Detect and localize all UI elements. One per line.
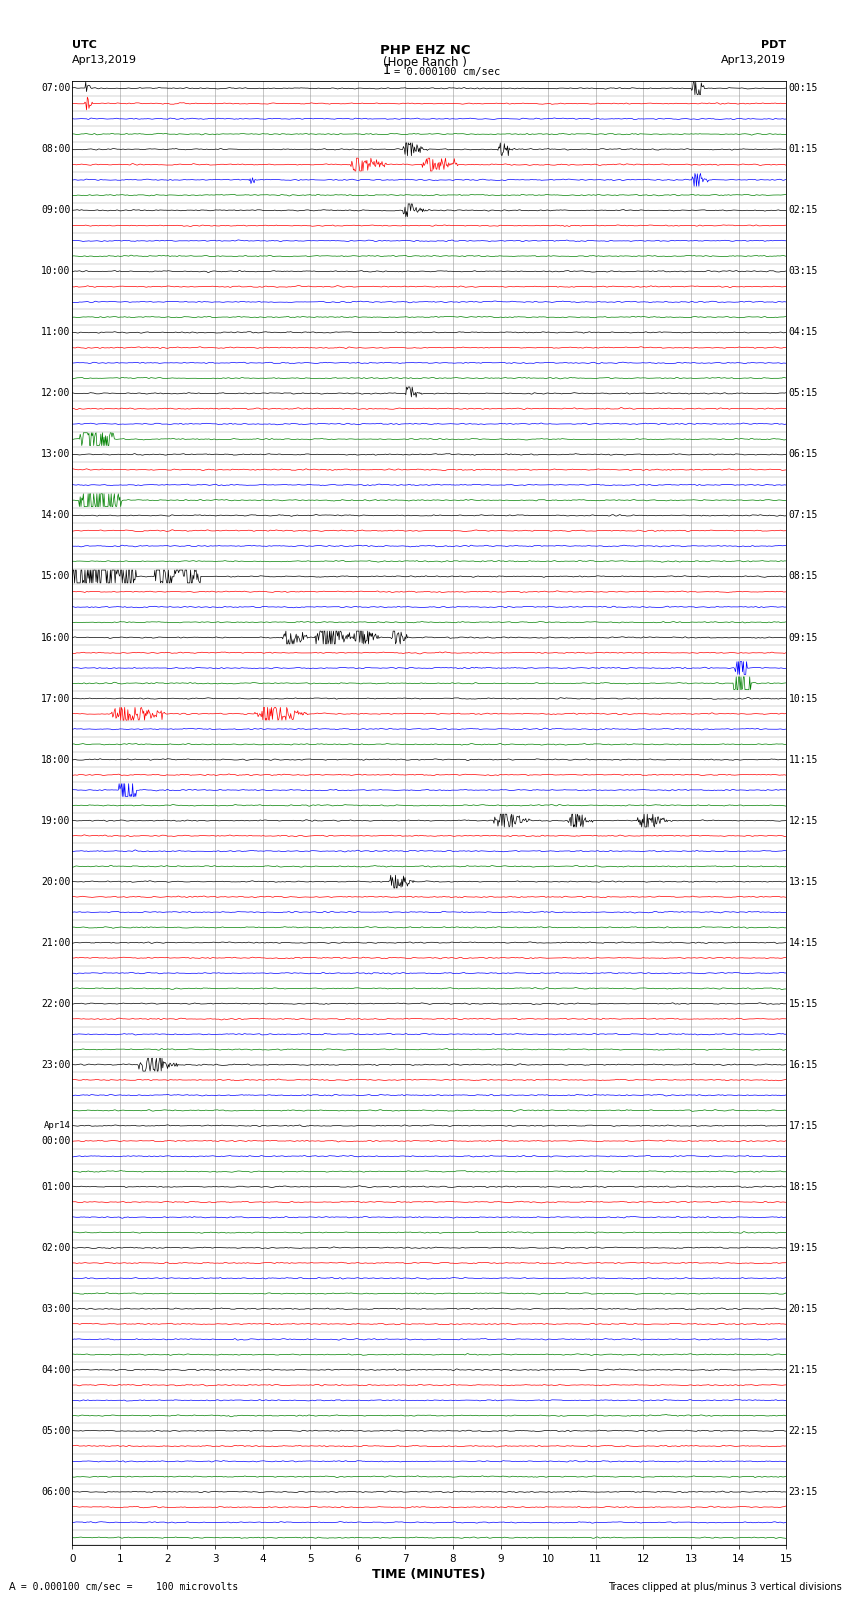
Text: 14:15: 14:15 — [789, 937, 819, 947]
Text: 08:00: 08:00 — [41, 144, 71, 155]
Text: 18:00: 18:00 — [41, 755, 71, 765]
Text: 00:15: 00:15 — [789, 84, 819, 94]
Text: 11:15: 11:15 — [789, 755, 819, 765]
Text: Apr13,2019: Apr13,2019 — [722, 55, 786, 65]
Text: 08:15: 08:15 — [789, 571, 819, 581]
Text: 03:15: 03:15 — [789, 266, 819, 276]
Text: 05:15: 05:15 — [789, 389, 819, 398]
Text: Apr13,2019: Apr13,2019 — [72, 55, 137, 65]
Text: 07:00: 07:00 — [41, 84, 71, 94]
Text: 05:00: 05:00 — [41, 1426, 71, 1436]
Text: 16:15: 16:15 — [789, 1060, 819, 1069]
Text: 09:15: 09:15 — [789, 632, 819, 642]
Text: 07:15: 07:15 — [789, 510, 819, 521]
Text: = 0.000100 cm/sec =    100 microvolts: = 0.000100 cm/sec = 100 microvolts — [15, 1582, 239, 1592]
Text: 06:15: 06:15 — [789, 450, 819, 460]
X-axis label: TIME (MINUTES): TIME (MINUTES) — [372, 1568, 486, 1581]
Text: 04:00: 04:00 — [41, 1365, 71, 1374]
Text: 19:00: 19:00 — [41, 816, 71, 826]
Text: A: A — [8, 1582, 15, 1592]
Text: PDT: PDT — [761, 40, 786, 50]
Text: 15:15: 15:15 — [789, 998, 819, 1008]
Text: (Hope Ranch ): (Hope Ranch ) — [383, 55, 467, 69]
Text: 15:00: 15:00 — [41, 571, 71, 581]
Text: Traces clipped at plus/minus 3 vertical divisions: Traces clipped at plus/minus 3 vertical … — [608, 1582, 842, 1592]
Text: 10:15: 10:15 — [789, 694, 819, 703]
Text: 19:15: 19:15 — [789, 1242, 819, 1253]
Text: 12:15: 12:15 — [789, 816, 819, 826]
Text: PHP EHZ NC: PHP EHZ NC — [380, 44, 470, 58]
Text: 13:15: 13:15 — [789, 876, 819, 887]
Text: 09:00: 09:00 — [41, 205, 71, 215]
Text: UTC: UTC — [72, 40, 97, 50]
Text: 18:15: 18:15 — [789, 1182, 819, 1192]
Text: 14:00: 14:00 — [41, 510, 71, 521]
Text: 21:00: 21:00 — [41, 937, 71, 947]
Text: 02:00: 02:00 — [41, 1242, 71, 1253]
Text: 03:00: 03:00 — [41, 1303, 71, 1313]
Text: 20:00: 20:00 — [41, 876, 71, 887]
Text: 22:00: 22:00 — [41, 998, 71, 1008]
Text: 02:15: 02:15 — [789, 205, 819, 215]
Text: 11:00: 11:00 — [41, 327, 71, 337]
Text: 04:15: 04:15 — [789, 327, 819, 337]
Text: 12:00: 12:00 — [41, 389, 71, 398]
Text: 01:00: 01:00 — [41, 1182, 71, 1192]
Text: 20:15: 20:15 — [789, 1303, 819, 1313]
Text: 22:15: 22:15 — [789, 1426, 819, 1436]
Text: 17:00: 17:00 — [41, 694, 71, 703]
Text: 23:15: 23:15 — [789, 1487, 819, 1497]
Text: 01:15: 01:15 — [789, 144, 819, 155]
Text: 13:00: 13:00 — [41, 450, 71, 460]
Text: 10:00: 10:00 — [41, 266, 71, 276]
Text: 23:00: 23:00 — [41, 1060, 71, 1069]
Text: I: I — [382, 63, 391, 77]
Text: 17:15: 17:15 — [789, 1121, 819, 1131]
Text: = 0.000100 cm/sec: = 0.000100 cm/sec — [394, 68, 500, 77]
Text: 06:00: 06:00 — [41, 1487, 71, 1497]
Text: 00:00: 00:00 — [41, 1136, 71, 1145]
Text: 16:00: 16:00 — [41, 632, 71, 642]
Text: 21:15: 21:15 — [789, 1365, 819, 1374]
Text: Apr14: Apr14 — [43, 1121, 71, 1131]
